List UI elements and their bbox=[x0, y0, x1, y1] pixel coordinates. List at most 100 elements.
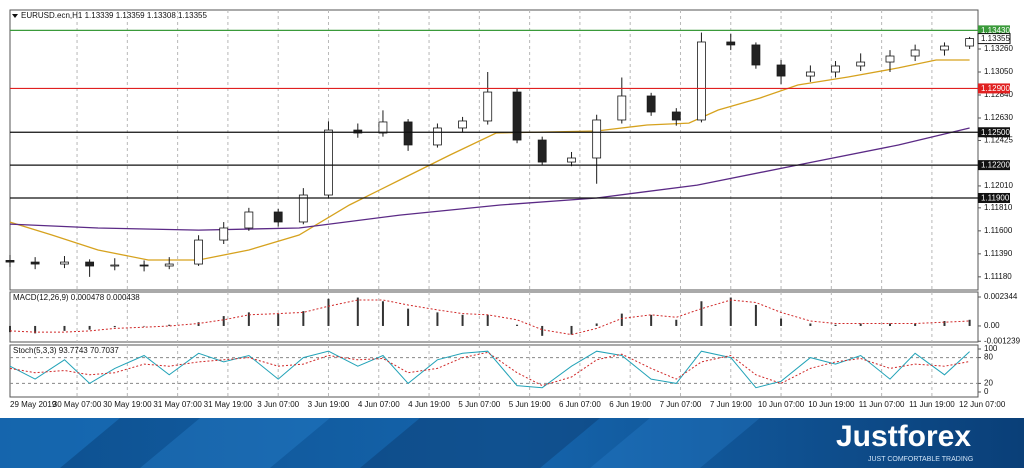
macd-bar bbox=[381, 301, 384, 326]
candle-body bbox=[965, 38, 975, 47]
x-tick-label: 10 Jun 07:00 bbox=[758, 400, 805, 409]
macd-bar bbox=[277, 313, 280, 326]
y-tick-label: 1.11810 bbox=[984, 203, 1013, 212]
macd-bar bbox=[541, 325, 544, 336]
macd-bar bbox=[436, 312, 439, 326]
x-tick-label: 5 Jun 19:00 bbox=[509, 400, 551, 409]
tagline: JUST COMFORTABLE TRADING bbox=[868, 456, 973, 463]
candle-body bbox=[483, 91, 493, 122]
banner-stripe bbox=[0, 418, 120, 468]
candle-body bbox=[805, 71, 815, 77]
macd-bar bbox=[943, 321, 946, 326]
y-tick-label: 0.00 bbox=[984, 321, 1000, 330]
candle-body bbox=[856, 61, 866, 67]
x-tick-label: 12 Jun 07:00 bbox=[959, 400, 1006, 409]
level-label-bg bbox=[978, 160, 1010, 171]
macd-bar bbox=[168, 324, 171, 326]
menu-arrow bbox=[12, 14, 18, 18]
candle-body bbox=[592, 119, 602, 159]
x-tick-label: 30 May 07:00 bbox=[53, 400, 102, 409]
level-label: 1.12900 bbox=[981, 84, 1010, 93]
y-tick-label: 1.12010 bbox=[984, 181, 1013, 190]
level-label-bg bbox=[978, 83, 1010, 94]
x-tick-label: 31 May 19:00 bbox=[204, 400, 253, 409]
macd-bar bbox=[327, 298, 330, 326]
x-tick-label: 29 May 2019 bbox=[10, 400, 57, 409]
level-label-bg bbox=[978, 25, 1010, 36]
candle-body bbox=[726, 41, 736, 46]
candle-body bbox=[940, 45, 949, 51]
macd-bar bbox=[620, 313, 623, 326]
x-tick-label: 4 Jun 19:00 bbox=[408, 400, 450, 409]
macd-bar bbox=[809, 323, 812, 326]
macd-bar bbox=[461, 314, 464, 326]
signal-line bbox=[9, 299, 970, 336]
candle-body bbox=[776, 64, 786, 77]
macd-bar bbox=[834, 324, 837, 326]
candle-body bbox=[110, 264, 120, 267]
macd-bar bbox=[700, 301, 703, 326]
banner-stripe bbox=[590, 418, 760, 468]
macd-bar bbox=[222, 316, 225, 326]
candle-body bbox=[646, 95, 656, 113]
candle-body bbox=[433, 127, 442, 146]
x-tick-label: 3 Jun 19:00 bbox=[308, 400, 350, 409]
y-tick-label: 20 bbox=[984, 379, 993, 388]
y-tick-label: 1.11600 bbox=[984, 226, 1013, 235]
logo: Justforex bbox=[836, 420, 971, 453]
candle-body bbox=[671, 111, 681, 121]
candle-body bbox=[567, 157, 576, 163]
candle-body bbox=[60, 261, 69, 265]
candle-body bbox=[219, 227, 229, 241]
y-tick-label: 1.13260 bbox=[984, 44, 1013, 53]
x-tick-label: 6 Jun 19:00 bbox=[609, 400, 651, 409]
candle-body bbox=[458, 120, 467, 129]
level-label-bg bbox=[978, 192, 1010, 203]
panel-frame bbox=[9, 291, 979, 343]
macd-bar bbox=[859, 323, 862, 326]
current-price-box bbox=[977, 33, 1011, 45]
level-label: 1.11900 bbox=[981, 194, 1010, 203]
panel-frame bbox=[9, 344, 979, 398]
level-label: 1.13430 bbox=[981, 26, 1010, 35]
y-tick-label: 80 bbox=[984, 353, 993, 362]
x-tick-label: 4 Jun 07:00 bbox=[358, 400, 400, 409]
candle-body bbox=[512, 91, 522, 141]
candle-body bbox=[139, 264, 149, 267]
macd-bar bbox=[34, 325, 37, 334]
x-tick-label: 7 Jun 19:00 bbox=[710, 400, 752, 409]
y-tick-label: 1.12425 bbox=[984, 136, 1013, 145]
macd-bar bbox=[88, 325, 91, 330]
panel-title: EURUSD.ecn,H1 1.13339 1.13359 1.13308 1.… bbox=[21, 11, 207, 20]
macd-bar bbox=[113, 325, 116, 328]
x-tick-label: 3 Jun 07:00 bbox=[257, 400, 299, 409]
candle-body bbox=[885, 55, 895, 63]
y-tick-label: 1.12840 bbox=[984, 90, 1013, 99]
y-tick-label: 1.12630 bbox=[984, 113, 1013, 122]
panel-title: Stoch(5,3,3) 93.7743 70.7037 bbox=[13, 346, 119, 355]
candle-body bbox=[273, 211, 283, 223]
y-tick-label: 0 bbox=[984, 387, 989, 396]
macd-bar bbox=[595, 323, 598, 326]
macd-bar bbox=[63, 325, 66, 331]
candle-body bbox=[194, 239, 203, 265]
macd-bar bbox=[197, 322, 200, 326]
macd-bar bbox=[729, 297, 732, 326]
macd-bar bbox=[650, 314, 653, 326]
y-tick-label: 100 bbox=[984, 344, 998, 353]
x-tick-label: 31 May 07:00 bbox=[153, 400, 202, 409]
candle-body bbox=[403, 121, 413, 146]
macd-bar bbox=[143, 325, 146, 327]
candle-body bbox=[378, 121, 388, 134]
macd-bar bbox=[889, 323, 891, 326]
candle-body bbox=[910, 49, 920, 57]
current-price-label: 1.13355 bbox=[981, 34, 1010, 43]
candle-body bbox=[244, 211, 254, 229]
macd-bar bbox=[486, 314, 489, 326]
candle-body bbox=[164, 263, 174, 267]
banner: Justforex JUST COMFORTABLE TRADING bbox=[0, 418, 1024, 468]
candle-body bbox=[30, 261, 40, 265]
candle-body bbox=[751, 44, 761, 66]
